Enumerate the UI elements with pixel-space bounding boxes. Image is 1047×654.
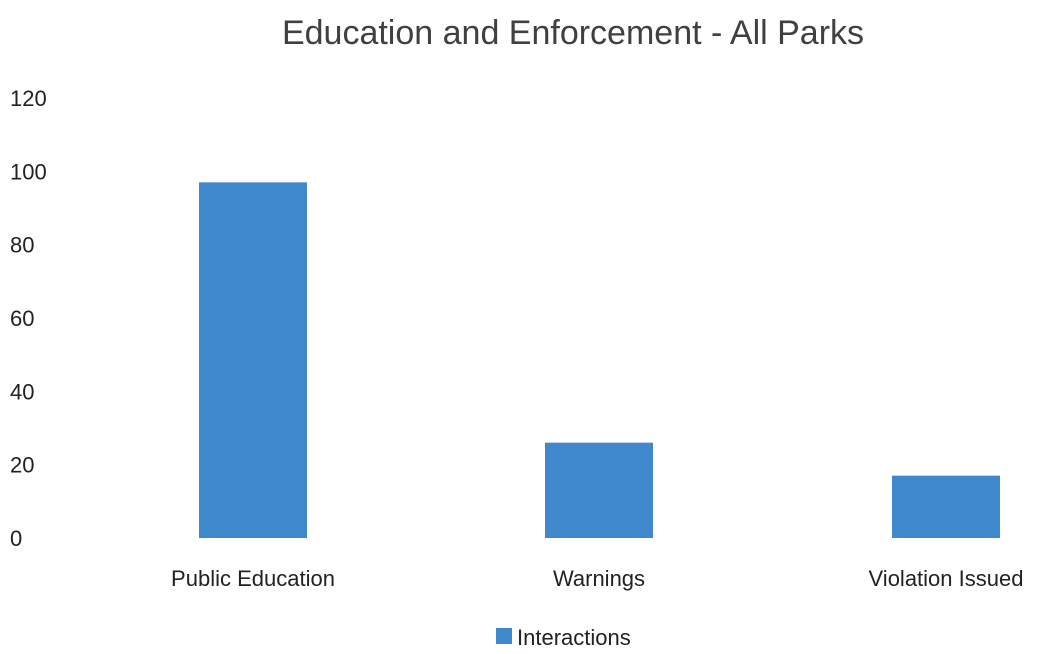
y-tick-label: 40: [10, 379, 34, 404]
bar: [199, 182, 307, 539]
y-tick-label: 60: [10, 306, 34, 331]
x-tick-label: Warnings: [553, 566, 645, 591]
bar: [892, 475, 1000, 538]
chart-title: Education and Enforcement - All Parks: [282, 14, 864, 52]
x-tick-label: Public Education: [171, 566, 335, 591]
legend: Interactions: [496, 625, 631, 650]
plot-area: [199, 182, 1000, 539]
bar: [545, 442, 653, 538]
y-tick-label: 100: [10, 159, 47, 184]
y-tick-label: 120: [10, 86, 47, 111]
x-axis: Public Education Warnings Violation Issued: [171, 566, 1023, 591]
y-tick-label: 80: [10, 233, 34, 258]
y-tick-label: 20: [10, 453, 34, 478]
legend-swatch: [496, 628, 512, 644]
x-tick-label: Violation Issued: [869, 566, 1024, 591]
legend-label: Interactions: [517, 625, 631, 650]
y-axis: 0 20 40 60 80 100 120: [10, 86, 47, 551]
y-tick-label: 0: [10, 526, 22, 551]
